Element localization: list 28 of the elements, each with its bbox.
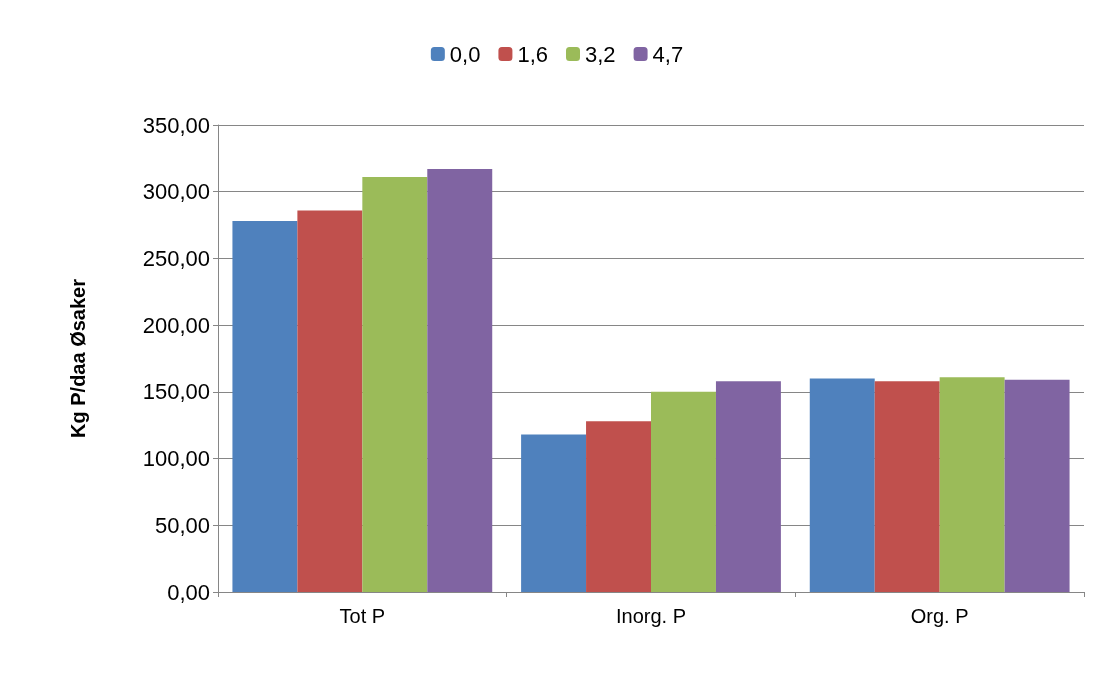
y-tick-label: 250,00 bbox=[142, 245, 210, 271]
bar bbox=[939, 377, 1005, 592]
y-tick-label: 300,00 bbox=[142, 179, 210, 205]
bar bbox=[809, 378, 875, 592]
bar bbox=[427, 169, 493, 592]
bar bbox=[651, 391, 716, 592]
y-tick-label: 0,00 bbox=[167, 579, 210, 605]
bar bbox=[1004, 379, 1070, 592]
y-axis-title: Kg P/daa Øsaker bbox=[67, 278, 89, 438]
bar bbox=[874, 381, 940, 592]
x-tick-label: Org. P bbox=[910, 605, 969, 627]
legend-label: 3,2 bbox=[585, 41, 616, 67]
legend-label: 0,0 bbox=[449, 41, 481, 67]
x-tick-label: Tot P bbox=[339, 605, 386, 627]
y-tick-label: 100,00 bbox=[142, 446, 210, 472]
y-tick-label: 150,00 bbox=[142, 379, 210, 405]
x-tick-label: Inorg. P bbox=[615, 605, 687, 627]
bar bbox=[715, 381, 781, 592]
y-tick-label: 50,00 bbox=[154, 512, 210, 538]
legend-label: 1,6 bbox=[517, 41, 549, 67]
bar bbox=[232, 221, 298, 592]
bar bbox=[521, 434, 587, 592]
y-tick-label: 200,00 bbox=[142, 312, 210, 338]
bar bbox=[362, 177, 428, 592]
bar bbox=[297, 210, 363, 592]
legend-label: 4,7 bbox=[652, 41, 684, 67]
bar bbox=[586, 421, 651, 592]
y-tick-label: 350,00 bbox=[142, 112, 210, 138]
